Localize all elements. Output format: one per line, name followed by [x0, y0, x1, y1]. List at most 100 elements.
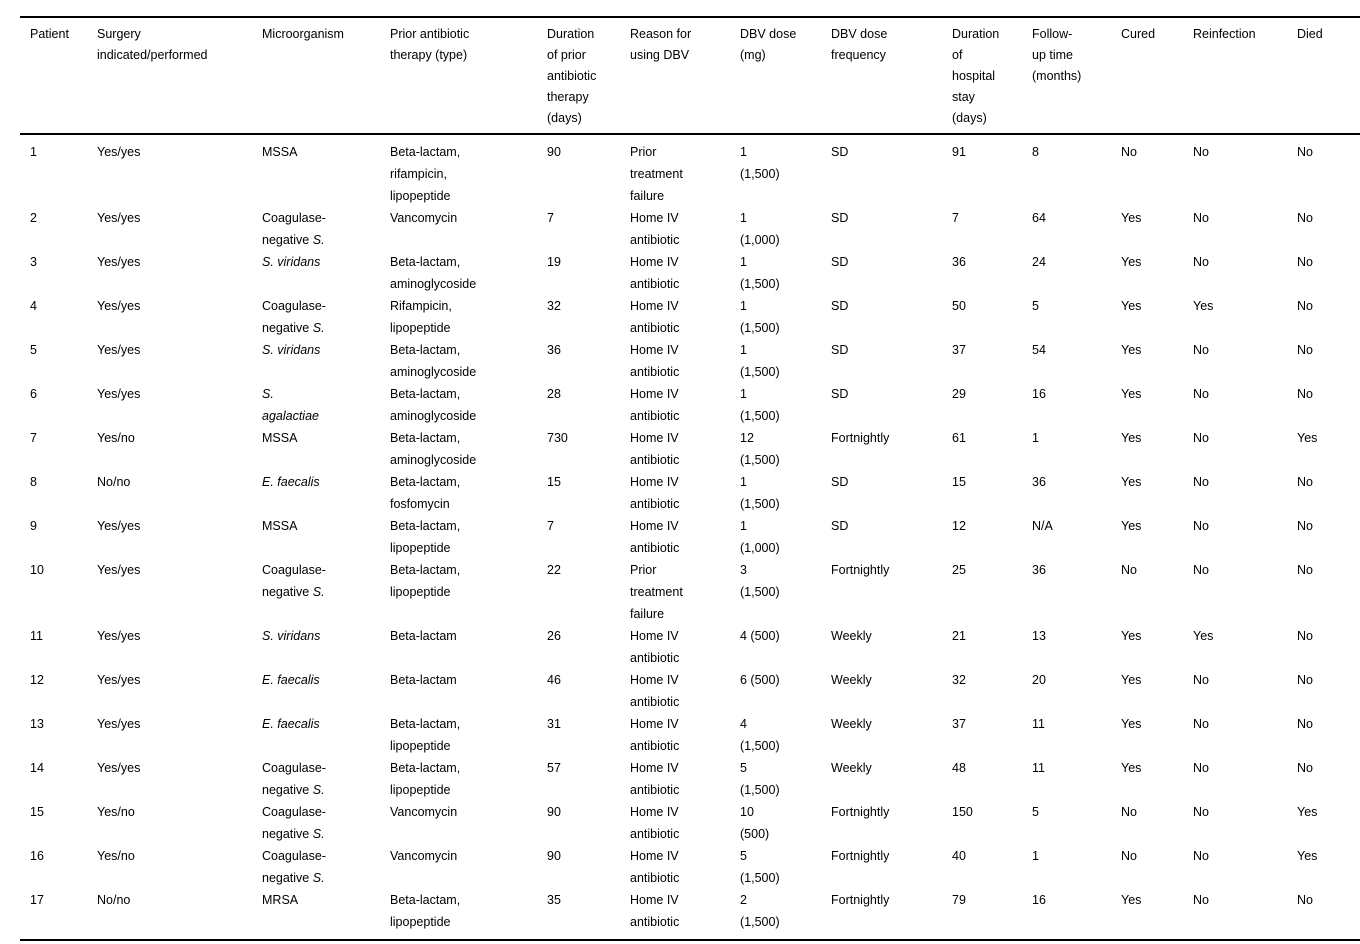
table-cell: 5	[1032, 299, 1039, 313]
table-row: 7 Yes/no MSSA Beta-lactam, aminoglycoside 73…	[20, 427, 1360, 471]
table-cell: MSSA	[262, 145, 298, 159]
table-cell: 17	[30, 893, 44, 907]
table-cell: 10	[30, 563, 44, 577]
table-cell: Home IV antibiotic	[630, 431, 680, 467]
table-cell: Fortnightly	[831, 893, 890, 907]
table-cell: No	[1121, 145, 1137, 159]
table-cell: Yes/yes	[97, 563, 141, 577]
table-cell: Yes	[1193, 299, 1214, 313]
table-cell: No	[1297, 145, 1313, 159]
table-cell: Coagulase- negative S.	[262, 849, 326, 885]
table-cell: No	[1297, 893, 1313, 907]
table-cell: S. viridans	[262, 343, 321, 357]
table-cell: No	[1193, 431, 1209, 445]
table-cell: Home IV antibiotic	[630, 673, 680, 709]
table-cell: 1 (1,500)	[740, 343, 780, 379]
table-cell: Beta-lactam, lipopeptide	[390, 893, 461, 929]
table-row: 6 Yes/yes S. agalactiae Beta-lactam, aminog…	[20, 383, 1360, 427]
table-row: 1 Yes/yes MSSA Beta-lactam, rifampicin, lip…	[20, 134, 1360, 207]
table-cell: E. faecalis	[262, 673, 320, 687]
table-cell: Fortnightly	[831, 805, 890, 819]
patient-table: Patient Surgery indicated/performed Microo…	[20, 16, 1360, 941]
table-cell: MRSA	[262, 893, 299, 907]
table-cell: Yes	[1297, 849, 1318, 863]
patient-table-container: Patient Surgery indicated/performed Microo…	[20, 16, 1360, 941]
table-cell: Weekly	[831, 717, 872, 731]
table-cell: Home IV antibiotic	[630, 849, 680, 885]
table-cell: Yes	[1121, 255, 1142, 269]
header-cell: Patient	[20, 17, 97, 135]
table-cell: No	[1297, 211, 1313, 225]
table-cell: 24	[1032, 255, 1046, 269]
header-cell: Cured	[1121, 17, 1193, 135]
table-cell: Home IV antibiotic	[630, 717, 680, 753]
table-cell: SD	[831, 299, 849, 313]
table-cell: Yes	[1121, 475, 1142, 489]
table-cell: E. faecalis	[262, 475, 320, 489]
table-cell: 7	[547, 211, 554, 225]
table-cell: No	[1193, 387, 1209, 401]
table-cell: Vancomycin	[390, 805, 458, 819]
table-cell: Yes	[1121, 717, 1142, 731]
table-cell: No	[1193, 255, 1209, 269]
table-cell: 13	[30, 717, 44, 731]
table-cell: Yes	[1121, 299, 1142, 313]
table-cell: No	[1297, 629, 1313, 643]
table-cell: Beta-lactam, lipopeptide	[390, 563, 461, 599]
table-cell: No	[1121, 849, 1137, 863]
table-cell: No	[1193, 519, 1209, 533]
table-cell: No	[1193, 805, 1209, 819]
table-cell: 25	[952, 563, 966, 577]
table-cell: 20	[1032, 673, 1046, 687]
table-cell: 4	[30, 299, 37, 313]
table-cell: MSSA	[262, 519, 298, 533]
table-cell: Weekly	[831, 673, 872, 687]
table-cell: Fortnightly	[831, 849, 890, 863]
table-cell: Coagulase- negative S.	[262, 805, 326, 841]
table-cell: Yes	[1121, 673, 1142, 687]
table-cell: No	[1121, 563, 1137, 577]
table-cell: Yes	[1121, 893, 1142, 907]
table-cell: 9	[30, 519, 37, 533]
table-cell: 79	[952, 893, 966, 907]
table-cell: No	[1297, 343, 1313, 357]
table-cell: 1	[1032, 431, 1039, 445]
table-cell: 2 (1,500)	[740, 893, 780, 929]
table-cell: 13	[1032, 629, 1046, 643]
table-cell: 31	[547, 717, 561, 731]
table-cell: Home IV antibiotic	[630, 519, 680, 555]
table-row: 10 Yes/yes Coagulase- negative S. Beta-lact…	[20, 559, 1360, 625]
header-cell: Prior antibiotic therapy (type)	[390, 17, 547, 135]
table-cell: Yes/yes	[97, 761, 141, 775]
table-cell: 150	[952, 805, 973, 819]
table-cell: Yes/yes	[97, 145, 141, 159]
table-cell: 7	[547, 519, 554, 533]
table-cell: 90	[547, 145, 561, 159]
table-cell: 11	[1032, 717, 1045, 731]
table-cell: 16	[1032, 893, 1046, 907]
table-cell: Yes/yes	[97, 519, 141, 533]
table-cell: 5 (1,500)	[740, 761, 780, 797]
header-cell: Duration of prior antibiotic therapy (da…	[547, 17, 630, 135]
table-cell: No	[1121, 805, 1137, 819]
table-cell: Yes/yes	[97, 211, 141, 225]
table-cell: 46	[547, 673, 561, 687]
table-cell: No	[1193, 673, 1209, 687]
table-cell: 21	[952, 629, 966, 643]
table-cell: 10 (500)	[740, 805, 770, 841]
table-cell: Coagulase- negative S.	[262, 299, 326, 335]
table-cell: 40	[952, 849, 966, 863]
table-cell: Coagulase- negative S.	[262, 761, 326, 797]
table-cell: Yes	[1121, 629, 1142, 643]
header-cell: DBV dose (mg)	[740, 17, 831, 135]
table-cell: 26	[547, 629, 561, 643]
table-cell: No	[1193, 475, 1209, 489]
table-cell: N/A	[1032, 519, 1053, 533]
table-cell: No/no	[97, 475, 131, 489]
table-cell: 91	[952, 145, 966, 159]
table-cell: E. faecalis	[262, 717, 320, 731]
header-cell: Reinfection	[1193, 17, 1297, 135]
table-cell: 6	[30, 387, 37, 401]
table-cell: No	[1193, 893, 1209, 907]
